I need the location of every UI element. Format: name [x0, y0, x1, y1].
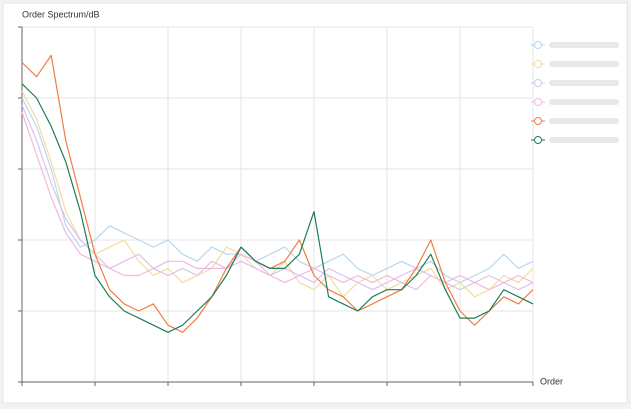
- legend-marker: [534, 136, 542, 144]
- legend-marker: [534, 117, 542, 125]
- legend-marker: [534, 98, 542, 106]
- legend-label-blurred: [549, 118, 619, 124]
- series-line: [21, 83, 534, 333]
- legend-label-blurred: [549, 61, 619, 67]
- panel: [2, 2, 628, 404]
- legend-marker: [534, 60, 542, 68]
- series-line: [21, 104, 534, 291]
- series-line: [21, 112, 534, 291]
- legend-label-blurred: [549, 42, 619, 48]
- legend-label-blurred: [549, 99, 619, 105]
- series-line: [21, 97, 534, 284]
- legend-marker: [534, 79, 542, 87]
- chart-title: Order Spectrum/dB: [22, 9, 100, 19]
- legend-marker: [534, 41, 542, 49]
- x-axis-label: Order: [540, 376, 563, 386]
- series-line: [21, 54, 534, 333]
- legend-label-blurred: [549, 80, 619, 86]
- legend-label-blurred: [549, 137, 619, 143]
